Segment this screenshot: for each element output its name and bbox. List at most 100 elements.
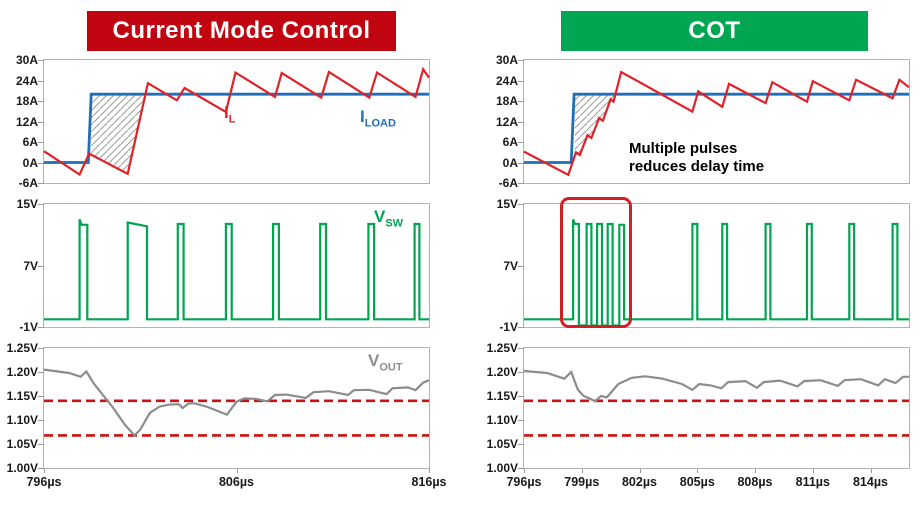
y-tick-label: 6A [22,135,38,149]
x-tick-label: 808µs [737,475,773,489]
x-tick-label: 806µs [218,475,254,489]
y-tick-label: 1.05V [486,437,518,451]
y-tick-mark [518,60,524,61]
vsw-label-main: V [374,207,386,226]
y-tick-label: 15V [496,197,518,211]
y-tick-mark [518,121,524,123]
y-tick-label: 1.20V [486,365,518,379]
vout-label-main: V [368,351,380,370]
y-tick-label: 24A [15,73,38,88]
y-tick-label: 7V [23,258,38,273]
x-tick-label: 796µs [506,475,542,489]
annotation-line1: Multiple pulses [629,140,738,157]
y-tick-label: 1.00V [486,461,518,475]
y-tick-mark [518,396,524,397]
x-tick-label: 814µs [852,475,888,489]
y-tick-label: 1.25V [486,341,518,355]
vsw-trace [524,218,909,327]
il-trace [523,70,910,177]
y-tick-mark [518,183,524,184]
il-trace-label: IL [224,104,235,128]
il-label-sub: L [228,113,236,126]
x-tick-label: 796µs [26,475,62,489]
r-il-chart [523,70,910,177]
right-column-title-banner: COT [561,11,868,51]
x-tick-mark [870,469,872,473]
y-tick-mark [38,101,44,102]
x-tick-label: 805µs [679,475,715,489]
left-inductor-current-plot: IL ILOAD 30A 24A 18A 12A 6A 0A -6A [16,53,430,190]
y-tick-mark [518,162,524,164]
y-tick-mark [518,372,524,373]
y-tick-label: 18A [15,94,38,108]
il-label-main: I [224,103,229,122]
right-inductor-current-plot: Multiple pulses reduces delay time 30A 24… [496,53,910,190]
left-output-voltage-plot: VOUT 1.25V 1.20V 1.15V 1.10V 1.05V 1.00V 796µs… [7,341,447,489]
y-tick-mark [38,327,44,328]
y-tick-label: 12A [495,114,518,129]
x-tick-mark [429,469,430,473]
y-tick-label: 30A [495,53,518,67]
l-vsw-chart [44,219,429,321]
y-tick-label: -6A [18,176,38,190]
annotation-line2: reduces delay time [629,158,765,175]
y-tick-label: 1.15V [486,389,518,403]
x-tick-label: 799µs [564,475,600,489]
y-tick-label: -6A [498,176,518,190]
right-output-voltage-plot: 1.25V 1.20V 1.15V 1.10V 1.05V 1.00V 796µs 799µs… [487,341,910,489]
r-vsw-chart [524,218,909,327]
x-tick-mark [524,469,525,473]
y-tick-mark [518,348,524,349]
y-tick-label: 7V [503,258,518,273]
y-tick-label: 1.25V [6,341,38,355]
y-tick-label: 0A [502,155,518,170]
y-tick-label: 0A [22,155,38,170]
y-tick-label: 18A [495,94,518,108]
left-switch-voltage-plot: VSW 15V 7V -1V [17,197,430,334]
iload-trace [524,92,909,164]
y-tick-mark [38,348,44,349]
y-tick-label: 1.10V [486,413,518,427]
x-tick-label: 811µs [795,475,830,489]
vout-label-sub: OUT [379,361,403,374]
y-tick-label: -1V [499,320,518,334]
y-tick-label: 30A [15,53,38,67]
iload-label-main: I [360,107,365,126]
iload-trace-label: ILOAD [360,108,396,132]
multiple-pulses-annotation: Multiple pulses reduces delay time [629,140,764,176]
vsw-label-sub: SW [385,217,404,230]
y-tick-mark [38,468,44,469]
vout-trace [43,368,430,437]
l-il-chart [43,66,430,177]
y-tick-mark [518,327,524,328]
y-tick-mark [38,420,44,421]
y-tick-mark [38,142,44,143]
y-tick-mark [38,121,44,123]
x-tick-label: 816µs [411,475,447,489]
y-tick-mark [38,162,44,164]
l-vout-chart [43,368,430,437]
y-tick-mark [518,142,524,143]
y-tick-label: 24A [495,73,518,88]
y-tick-label: 1.10V [6,413,38,427]
x-tick-mark [236,469,238,473]
y-tick-label: 15V [16,197,38,211]
y-tick-mark [38,183,44,184]
y-tick-mark [518,204,524,205]
y-tick-mark [38,265,44,267]
iload-trace [44,92,429,164]
y-tick-label: 6A [502,135,518,149]
x-tick-mark [639,469,641,473]
y-tick-label: 1.05V [6,437,38,451]
vsw-trace [44,219,429,321]
y-tick-mark [518,101,524,102]
r-vout-chart [523,369,909,437]
y-tick-label: 12A [15,114,38,129]
y-tick-mark [38,60,44,61]
pulse-burst-highlight-box [560,197,632,328]
y-tick-label: 1.20V [6,365,38,379]
x-tick-mark [581,469,583,473]
y-tick-mark [518,265,524,267]
vsw-trace-label: VSW [374,208,403,232]
